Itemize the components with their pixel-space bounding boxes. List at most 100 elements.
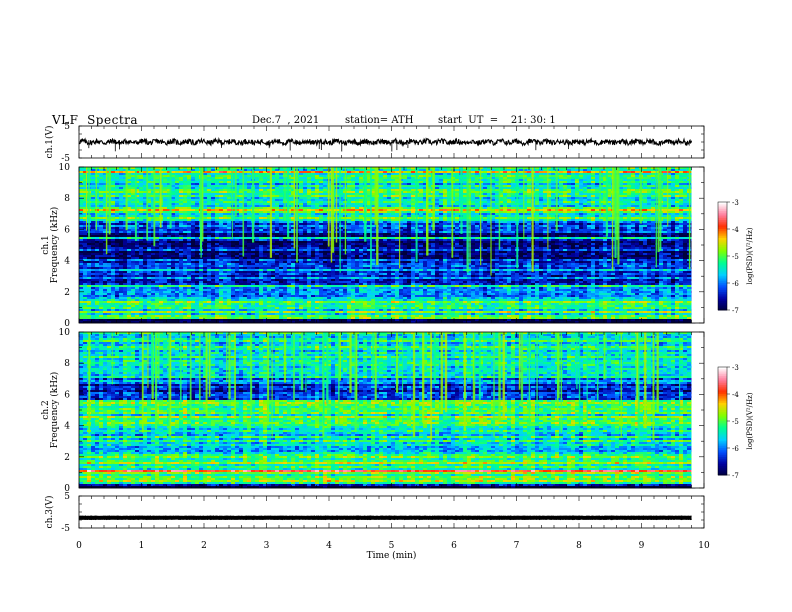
spectrogram-cell [127,179,132,182]
spectrogram-cell [247,183,252,186]
spectrogram-cell [111,177,116,180]
spectrogram-cell [447,167,452,170]
spectrogram-cell [355,177,360,180]
spectrogram-cell [303,181,308,184]
spectrogram-cell [243,187,248,190]
spectrogram-cell [255,195,260,198]
spectrogram-cell [511,167,516,170]
spectrogram-cell [507,189,512,192]
spectrogram-cell [407,187,412,190]
spectrogram-cell [663,167,668,170]
station-label: station= ATH [345,115,413,126]
spectrogram-cell [499,185,504,188]
spectrogram-cell [567,173,572,176]
spectrogram-cell [387,187,392,190]
spectrogram-cell [207,179,212,182]
spectrogram-cell [339,187,344,190]
spectrogram-cell [387,167,392,170]
spectrogram-cell [171,187,176,190]
spectrogram-cell [151,191,156,194]
spectrogram-cell [243,181,248,184]
spectrogram-cell [143,171,148,174]
spectrogram-cell [323,195,328,198]
spectrogram-cell [299,185,304,188]
spectrogram-cell [195,195,200,198]
spectrogram-cell [519,175,524,178]
spectrogram-cell [347,175,352,178]
spectrogram-cell [507,191,512,194]
spectrogram-cell [223,185,228,188]
spectrogram-cell [499,187,504,190]
spectrogram-cell [307,193,312,196]
spectrogram-cell [379,179,384,182]
spectrogram-cell [439,183,444,186]
spectrogram-cell [447,183,452,186]
spectrogram-cell [403,171,408,174]
spectrogram-cell [407,189,412,192]
spectrogram-cell [303,185,308,188]
spectrogram-cell [467,191,472,194]
spectrogram-cell [663,193,668,196]
spectrogram-cell [507,183,512,186]
spectrogram-cell [163,175,168,178]
spectrogram-cell [135,187,140,190]
spectrogram-cell [235,183,240,186]
spectrogram-cell [167,177,172,180]
spectrogram-cell [527,181,532,184]
spectrogram-cell [519,183,524,186]
spectrogram-cell [583,191,588,194]
spectrogram-cell [243,183,248,186]
spectrogram-cell [203,193,208,196]
spectrogram-cell [259,173,264,176]
spectrogram-cell [407,175,412,178]
spectrogram-cell [383,179,388,182]
spectrogram-cell [299,173,304,176]
spectrogram-cell [495,191,500,194]
spectrogram-cell [407,195,412,198]
spectrogram-cell [391,169,396,172]
spectrogram-cell [223,183,228,186]
spectrogram-cell [603,179,608,182]
spectrogram-cell [603,185,608,188]
spectrogram-cell [135,183,140,186]
spectrogram-cell [291,187,296,190]
spectrogram-cell [115,173,120,176]
spectrogram-cell [299,167,304,170]
spectrogram-cell [527,179,532,182]
spectrogram-cell [131,175,136,178]
spectrogram-cell [271,183,276,186]
spectrogram-cell [631,185,636,188]
spectrogram-cell [443,191,448,194]
spectrogram-cell [95,171,100,174]
spectrogram-cell [439,177,444,180]
spectrogram-cell [643,193,648,196]
spectrogram-cell [571,183,576,186]
spectrogram-cell [83,173,88,176]
spectrogram-cell [127,187,132,190]
spectrogram-cell [171,193,176,196]
spectrogram-cell [587,169,592,172]
spectrogram-cell [207,167,212,170]
spectrogram-cell [255,181,260,184]
spectrogram-cell [619,191,624,194]
spectrogram-cell [583,173,588,176]
spectrogram-cell [111,181,116,184]
spectrogram-cell [83,191,88,194]
spectrogram-cell [411,191,416,194]
spectrogram-cell [119,187,124,190]
spectrogram-cell [423,181,428,184]
spectrogram-cell [587,175,592,178]
spectrogram-cell [263,191,268,194]
spectrogram-cell [171,189,176,192]
spectrogram-cell [451,189,456,192]
spectrogram-cell [171,183,176,186]
spectrogram-cell [143,189,148,192]
spectrogram-cell [511,187,516,190]
spectrogram-cell [347,183,352,186]
spectrogram-cell [467,185,472,188]
spectrogram-cell [387,179,392,182]
spectrogram-cell [451,173,456,176]
spectrogram-cell [95,189,100,192]
spectrogram-cell [167,179,172,182]
spectrogram-cell [679,185,684,188]
